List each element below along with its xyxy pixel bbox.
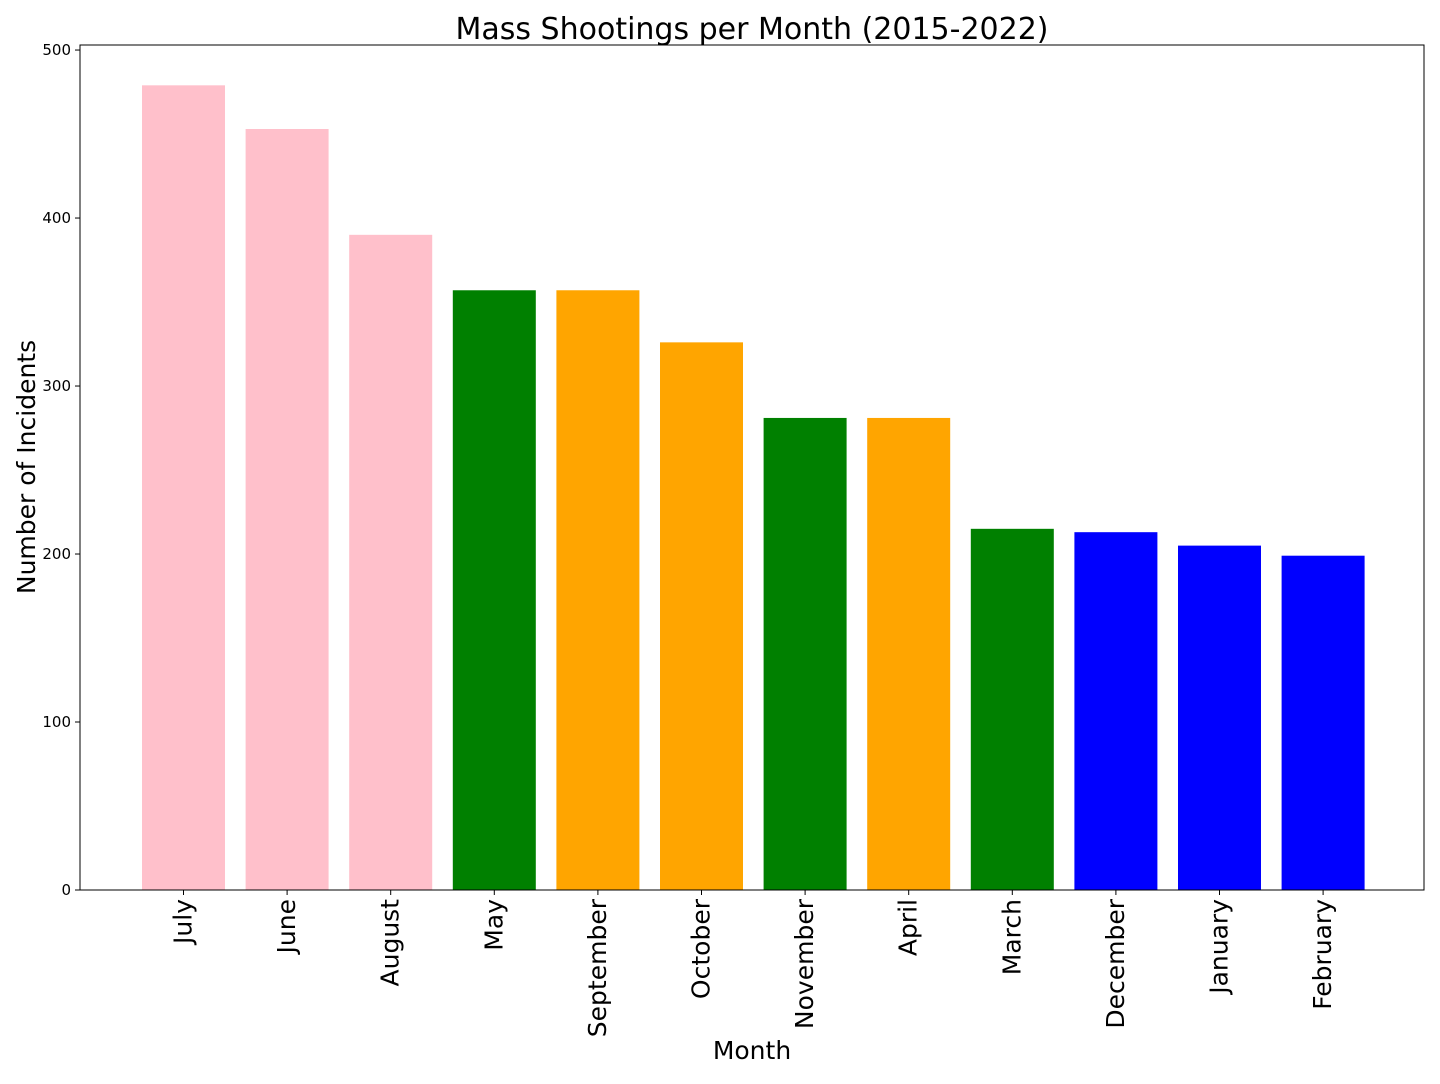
y-axis-title: Number of Incidents [12,340,41,594]
y-tick-label: 100 [42,713,71,731]
x-tick-label-march: March [997,899,1026,975]
x-axis-title: Month [713,1036,791,1065]
x-tick-label-july: July [169,899,198,946]
y-tick-label: 400 [42,209,71,227]
bar-march [970,528,1054,890]
x-tick-label-november: November [790,898,819,1029]
x-tick-label-december: December [1101,898,1130,1028]
bar-august [349,234,433,890]
bar-october [660,342,743,891]
plot-area-frame [79,44,1425,891]
bar-november [763,417,847,890]
bar-may [452,290,536,890]
x-tick-label-april: April [894,899,923,956]
x-tick-label-august: August [376,899,405,987]
x-tick-label-october: October [687,898,716,999]
x-tick-label-june: June [272,899,301,955]
x-tick-label-february: February [1308,899,1337,1010]
x-tick-label-september: September [583,898,612,1037]
y-tick-label: 200 [42,545,71,563]
x-tick-label-may: May [479,899,508,951]
bar-january [1178,545,1261,890]
bar-february [1281,555,1365,890]
x-tick-label-january: January [1205,899,1234,996]
y-axis-ticks: 0 100 200 300 400 500 [42,41,80,899]
bar-june [245,129,329,890]
bars-group [142,85,1365,891]
x-axis-ticks: July June August May September October Novembe… [169,890,1337,1037]
y-tick-label: 300 [42,377,71,395]
bar-april [867,417,951,890]
y-tick-label: 500 [42,41,71,59]
chart-title: Mass Shootings per Month (2015-2022) [455,12,1048,47]
bar-july [142,85,225,890]
y-tick-label: 0 [61,881,71,899]
bar-december [1074,532,1158,890]
bar-september [556,290,640,890]
